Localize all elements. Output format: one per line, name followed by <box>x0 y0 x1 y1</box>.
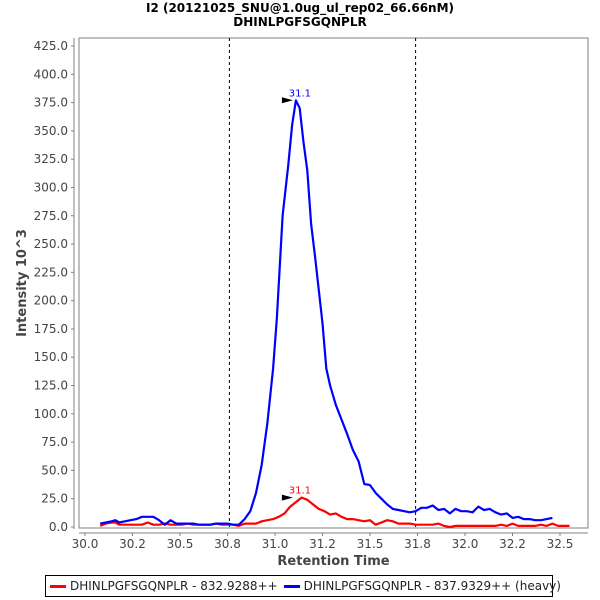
y-tick-label: 200.0 <box>34 294 68 308</box>
peak-label: 31.1 <box>289 486 311 497</box>
x-tick-label: 32.0 <box>452 537 479 551</box>
peak-marker-icon <box>281 494 293 501</box>
y-tick-label: 125.0 <box>34 379 68 393</box>
y-tick-label: 325.0 <box>34 152 68 166</box>
chart-subtitle: DHINLPGFSGQNPLR <box>233 15 367 29</box>
y-tick-label: 225.0 <box>34 265 68 279</box>
y-tick-label: 50.0 <box>41 463 68 477</box>
y-tick-label: 175.0 <box>34 322 68 336</box>
y-tick-label: 350.0 <box>34 124 68 138</box>
legend-label: DHINLPGFSGQNPLR - 837.9329++ (heavy) <box>303 579 561 593</box>
y-tick-label: 300.0 <box>34 180 68 194</box>
x-tick-label: 32.2 <box>499 537 526 551</box>
y-tick-label: 425.0 <box>34 39 68 53</box>
x-axis-title: Retention Time <box>277 554 389 569</box>
plot-frame <box>78 37 589 529</box>
x-tick-label: 30.8 <box>214 537 241 551</box>
legend-item-heavy[interactable]: DHINLPGFSGQNPLR - 837.9329++ (heavy) <box>283 579 561 593</box>
chromatogram-chart: 0.0 25.0 50.0 75.0 100.0 125.0 150.0 175.0 200.0… <box>15 37 589 569</box>
peak-marker-icon <box>281 97 293 104</box>
x-tick-label: 32.5 <box>547 537 574 551</box>
legend-label: DHINLPGFSGQNPLR - 832.9288++ <box>70 579 278 593</box>
x-tick-label: 30.2 <box>119 537 146 551</box>
y-axis-title: Intensity 10^3 <box>15 229 30 337</box>
legend-swatch-blue <box>283 584 300 588</box>
y-tick-label: 150.0 <box>34 350 68 364</box>
series-heavy-line <box>99 99 553 526</box>
x-tick-label: 30.5 <box>167 537 194 551</box>
legend-item-light[interactable]: DHINLPGFSGQNPLR - 832.9288++ <box>50 579 278 593</box>
chart-title: I2 (20121025_SNU@1.0ug_ul_rep02_66.66nM) <box>145 1 455 15</box>
y-tick-label: 25.0 <box>41 492 68 506</box>
peak-label: 31.1 <box>289 88 311 99</box>
x-tick-label: 30.0 <box>72 537 99 551</box>
y-tick-label: 75.0 <box>41 435 68 449</box>
y-tick-label: 0.0 <box>49 520 68 534</box>
x-tick-label: 31.2 <box>309 537 336 551</box>
x-tick-label: 31.8 <box>404 537 431 551</box>
y-tick-label: 375.0 <box>34 96 68 110</box>
y-tick-label: 275.0 <box>34 209 68 223</box>
x-tick-label: 31.0 <box>262 537 289 551</box>
chart-legend: DHINLPGFSGQNPLR - 832.9288++ DHINLPGFSGQ… <box>45 575 561 597</box>
legend-swatch-red <box>50 584 66 588</box>
axes: 0.0 25.0 50.0 75.0 100.0 125.0 150.0 175.0 200.0… <box>15 37 589 569</box>
y-tick-label: 400.0 <box>34 67 68 81</box>
series-light-line <box>99 496 570 529</box>
x-tick-label: 31.5 <box>357 537 384 551</box>
y-tick-label: 250.0 <box>34 237 68 251</box>
plot-area: 31.1 31.1 <box>99 38 570 529</box>
y-tick-label: 100.0 <box>34 407 68 421</box>
